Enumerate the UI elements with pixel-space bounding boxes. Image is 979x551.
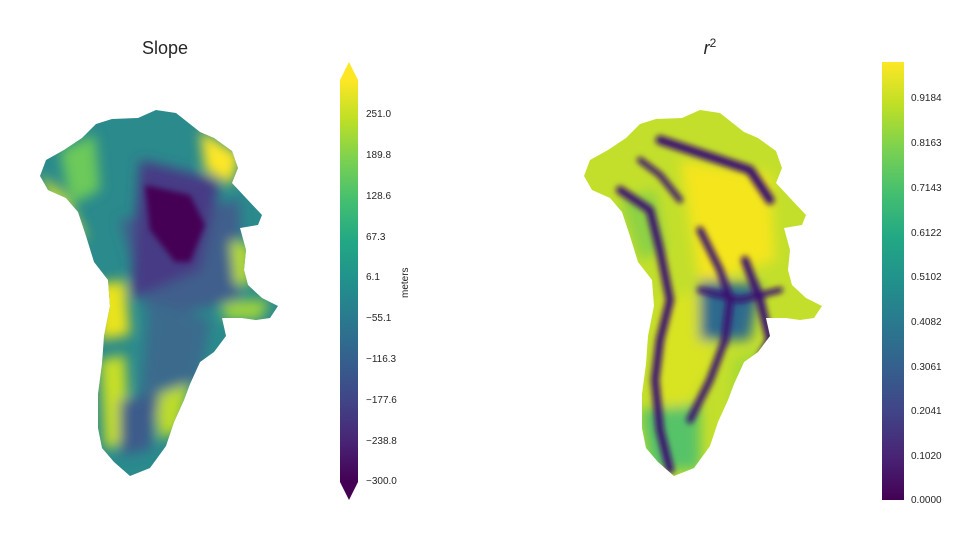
r2-tick: 0.2041 xyxy=(911,406,942,417)
slope-tick: −116.3 xyxy=(366,354,397,365)
r2-tick: 0.0000 xyxy=(911,495,942,506)
slope-tick: 67.3 xyxy=(366,232,386,243)
slope-tick: 128.6 xyxy=(366,191,392,202)
r2-tick: 0.6122 xyxy=(911,228,942,239)
r2-map xyxy=(584,110,822,476)
r2-tick: 0.7143 xyxy=(911,183,942,194)
slope-tick: 189.8 xyxy=(366,150,392,161)
r2-tick: 0.5102 xyxy=(911,272,942,283)
slope-tick: −177.6 xyxy=(366,395,397,406)
r2-tick: 0.9184 xyxy=(911,93,942,104)
r2-tick: 0.8163 xyxy=(911,138,942,149)
slope-tick: −300.0 xyxy=(366,476,397,487)
slope-tick: 6.1 xyxy=(366,272,380,283)
slope-colorbar-label: meters xyxy=(400,267,411,298)
slope-tick: 251.0 xyxy=(366,109,392,120)
slope-tick: −238.8 xyxy=(366,436,397,447)
r2-map-title: r2 xyxy=(703,36,717,58)
r2-colorbar xyxy=(882,62,904,500)
slope-colorbar xyxy=(340,62,358,500)
slope-map xyxy=(40,110,278,476)
r2-tick: 0.3061 xyxy=(911,362,942,373)
r2-tick: 0.1020 xyxy=(911,451,942,462)
slope-tick: −55.1 xyxy=(366,313,392,324)
slope-map-title: Slope xyxy=(141,38,189,58)
r2-tick: 0.4082 xyxy=(911,317,942,328)
